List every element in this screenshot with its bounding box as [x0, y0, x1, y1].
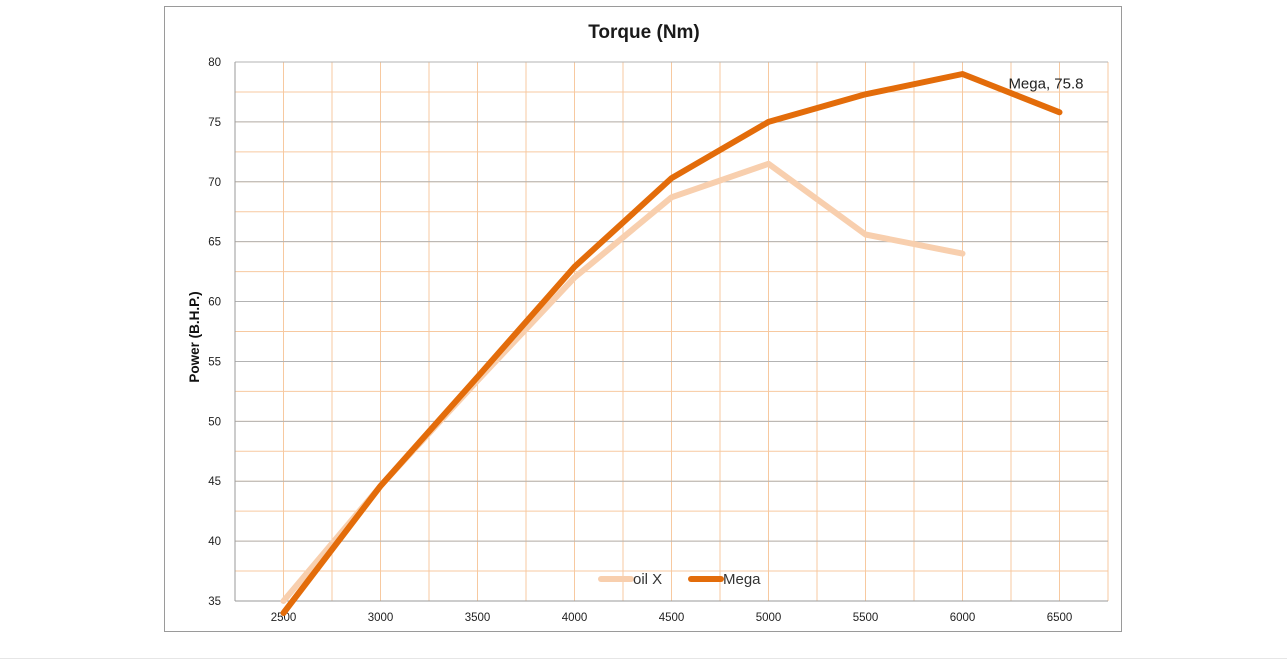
y-tick-label: 75	[208, 117, 221, 129]
series-line-mega	[280, 71, 1063, 616]
page-divider	[0, 658, 1287, 659]
y-tick-label: 60	[208, 297, 221, 309]
legend: oil X Mega	[598, 571, 761, 588]
y-tick-label: 40	[208, 536, 221, 548]
y-tick-label: 70	[208, 177, 221, 189]
tick-labels: 35 40 45 50 55 60 65 70 75 80 2500 3000 3500 4000 4500…	[208, 57, 1072, 624]
x-tick-label: 4000	[562, 612, 588, 624]
data-label: Mega, 75.8	[1008, 75, 1083, 92]
y-tick-label: 65	[208, 237, 221, 249]
series-lines	[280, 71, 1063, 616]
x-tick-label: 2500	[271, 612, 297, 624]
y-tick-label: 45	[208, 476, 221, 488]
y-tick-label: 55	[208, 356, 221, 368]
grid-lines	[234, 61, 1109, 602]
x-tick-label: 3500	[465, 612, 491, 624]
annotations: Mega, 75.8	[1008, 75, 1083, 92]
y-tick-label: 35	[208, 596, 221, 608]
line-chart: Torque (Nm) Power (B.H.P.) 35 40 45 50 55 60 6…	[187, 22, 1109, 624]
x-tick-label: 3000	[368, 612, 394, 624]
chart-frame: Torque (Nm) Power (B.H.P.) 35 40 45 50 55 60 6…	[164, 6, 1122, 632]
y-tick-label: 50	[208, 416, 221, 428]
x-tick-label: 6000	[950, 612, 976, 624]
x-tick-label: 4500	[659, 612, 685, 624]
chart-title: Torque (Nm)	[588, 22, 700, 43]
y-axis-title: Power (B.H.P.)	[187, 291, 202, 382]
legend-label: oil X	[633, 571, 662, 588]
x-tick-label: 5500	[853, 612, 879, 624]
y-tick-label: 80	[208, 57, 221, 69]
x-tick-label: 6500	[1047, 612, 1073, 624]
x-tick-label: 5000	[756, 612, 782, 624]
legend-label: Mega	[723, 571, 761, 588]
